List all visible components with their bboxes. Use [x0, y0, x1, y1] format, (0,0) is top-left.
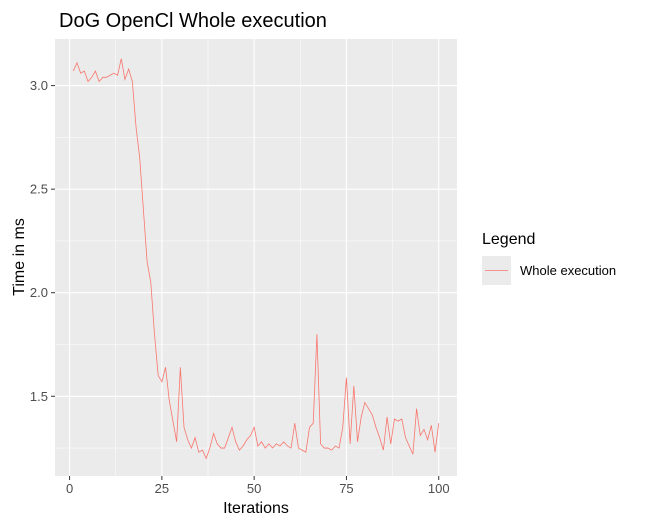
y-tick-label-3: 3.0	[30, 78, 48, 93]
grid-major	[55, 39, 457, 476]
y-tick-label-2: 2.5	[30, 182, 48, 197]
y-axis-title: Time in ms	[11, 218, 28, 296]
x-axis-title: Iterations	[223, 500, 289, 517]
grid-minor	[55, 39, 457, 476]
x-axis-ticks: 0 25 50 75 100	[66, 476, 450, 496]
series-line-whole-execution	[72, 58, 440, 460]
y-axis-ticks: 1.5 2.0 2.5 3.0	[30, 78, 55, 404]
x-tick-label-0: 0	[66, 481, 73, 496]
chart-title: DoG OpenCl Whole execution	[59, 10, 327, 32]
x-tick-label-3: 75	[339, 481, 353, 496]
legend-label-whole-execution: Whole execution	[520, 263, 616, 278]
x-tick-label-4: 100	[428, 481, 450, 496]
x-tick-label-2: 50	[247, 481, 261, 496]
plot-panel	[55, 39, 457, 476]
legend: Legend Whole execution	[482, 231, 616, 285]
y-tick-label-0: 1.5	[30, 389, 48, 404]
x-tick-label-1: 25	[155, 481, 169, 496]
y-tick-label-1: 2.0	[30, 285, 48, 300]
legend-title: Legend	[482, 231, 535, 248]
